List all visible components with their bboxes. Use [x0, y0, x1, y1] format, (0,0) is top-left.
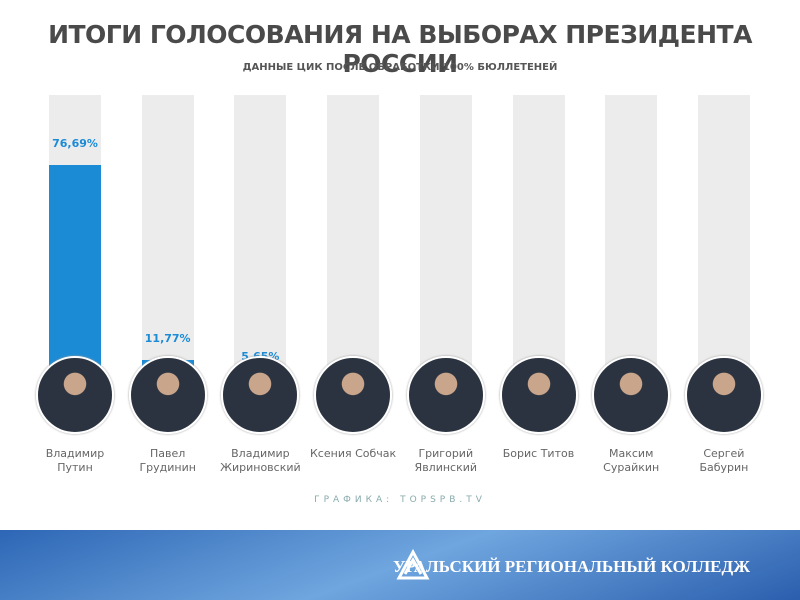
bar-track	[234, 95, 287, 395]
photo	[684, 356, 763, 434]
name-label: Григорий Явлинский	[414, 447, 478, 474]
photo	[36, 356, 114, 434]
name-label: Борис Титов	[502, 447, 575, 460]
footer: УРАЛЬСКИЙ РЕГИОНАЛЬНЫЙ КОЛЛЕДЖ	[0, 530, 800, 600]
photo	[314, 356, 393, 434]
photo	[499, 356, 578, 434]
photo	[592, 356, 671, 434]
bar-track	[419, 95, 472, 395]
name-label: Владимир Жириновский	[220, 447, 301, 474]
footer-text: УРАЛЬСКИЙ РЕГИОНАЛЬНЫЙ КОЛЛЕДЖ	[393, 557, 750, 576]
bar-track	[605, 95, 658, 395]
value-label: 11,77%	[144, 331, 191, 345]
value-label: 76,69%	[52, 136, 98, 150]
name-label: Ксения Собчак	[310, 447, 397, 460]
bar-track	[697, 95, 750, 395]
chart-subtitle: ДАННЫЕ ЦИК ПОСЛЕ ОБРАБОТКИ 100% БЮЛЛЕТЕН…	[242, 62, 558, 73]
name-label: Владимир Путин	[45, 447, 105, 474]
bar-track	[141, 95, 194, 395]
name-label: Павел Грудинин	[139, 447, 196, 474]
name-label: Максим Сурайкин	[603, 447, 660, 474]
name-label: Сергей Бабурин	[699, 447, 749, 474]
logo	[396, 548, 430, 580]
photo	[406, 356, 485, 434]
chart-title: ИТОГИ ГОЛОСОВАНИЯ НА ВЫБОРАХ ПРЕЗИДЕНТА …	[48, 20, 752, 78]
photo	[221, 356, 300, 434]
credit: ГРАФИКА: TOPSPB.TV	[314, 495, 486, 505]
bar-track	[327, 95, 380, 395]
bar-track	[512, 95, 565, 395]
photo	[128, 356, 207, 434]
